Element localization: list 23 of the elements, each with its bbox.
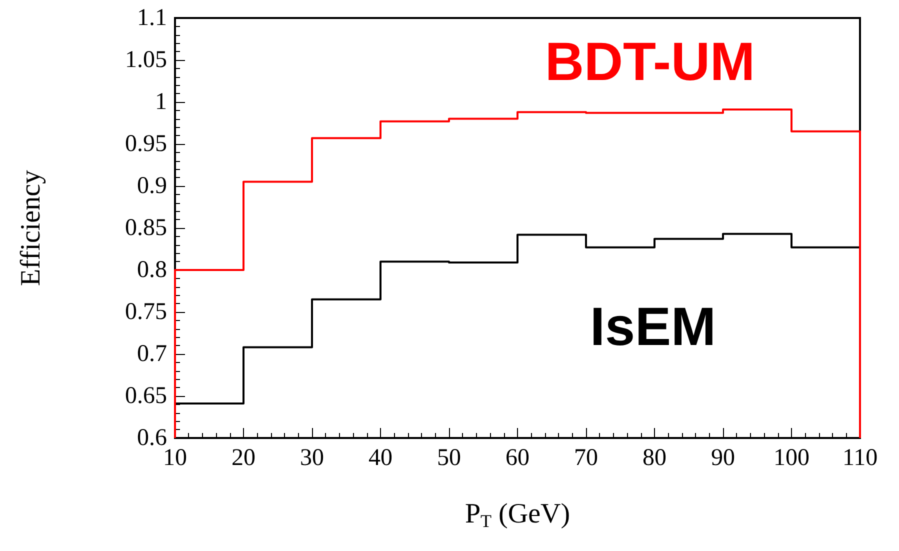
x-tick-label: 80 <box>642 445 666 471</box>
y-tick-label: 0.7 <box>137 341 167 367</box>
series-label: IsEM <box>590 297 716 357</box>
series-label: BDT-UM <box>545 32 755 92</box>
y-tick-label: 1.05 <box>125 47 167 73</box>
x-tick-label: 20 <box>232 445 256 471</box>
y-tick-label: 1.1 <box>137 5 167 31</box>
x-tick-label: 70 <box>574 445 598 471</box>
y-axis-title: Efficiency <box>16 170 46 286</box>
x-tick-label: 110 <box>842 445 878 471</box>
x-tick-label: 40 <box>368 445 392 471</box>
y-tick-label: 0.75 <box>125 299 167 325</box>
x-tick-label: 60 <box>506 445 530 471</box>
x-tick-label: 30 <box>300 445 324 471</box>
y-tick-label: 0.95 <box>125 131 167 157</box>
y-tick-label: 1 <box>155 89 167 115</box>
x-tick-label: 50 <box>437 445 461 471</box>
y-tick-label: 0.8 <box>137 257 167 283</box>
y-tick-label: 0.85 <box>125 215 167 241</box>
y-tick-label: 0.65 <box>125 383 167 409</box>
x-tick-label: 100 <box>774 445 810 471</box>
x-tick-label: 90 <box>711 445 735 471</box>
y-tick-label: 0.9 <box>137 173 167 199</box>
